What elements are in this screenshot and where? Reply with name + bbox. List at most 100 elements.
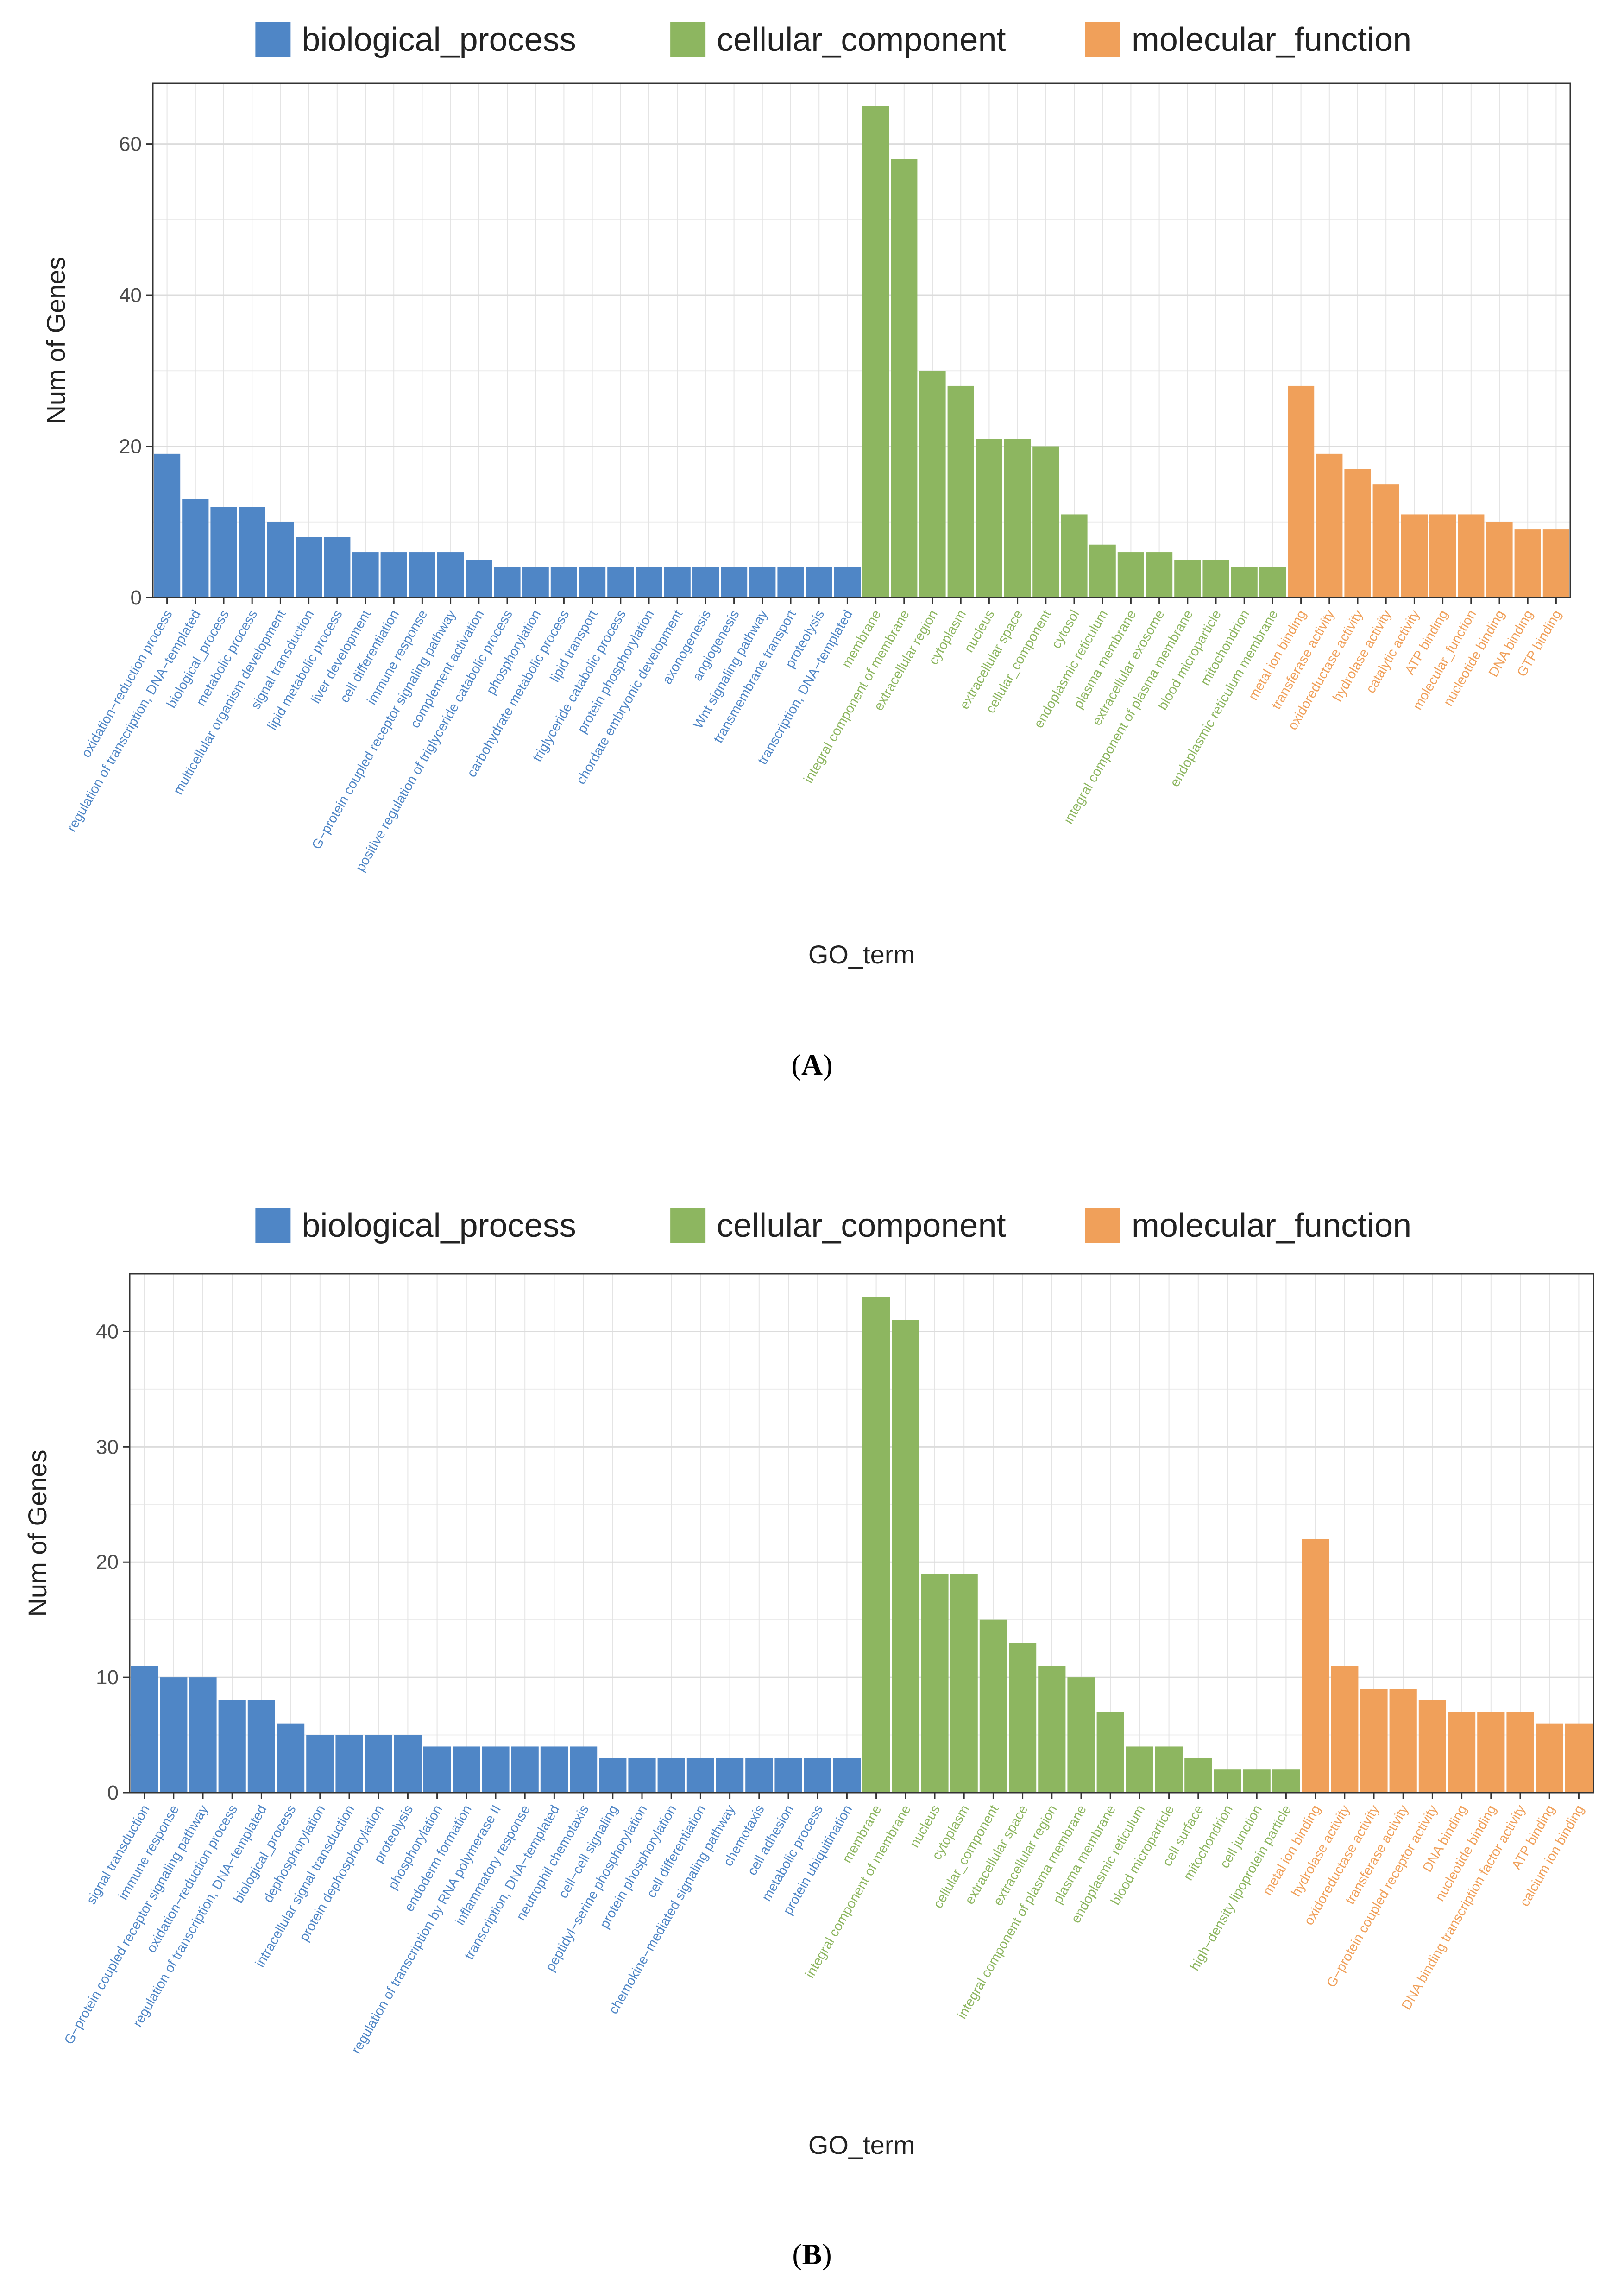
chart-b-bar-protein-phosphorylation — [657, 1758, 685, 1793]
chart-a-bar-chordate-embryonic-development — [664, 567, 691, 598]
chart-b-bar-cell-cell-signaling — [599, 1758, 627, 1793]
chart-a-bar-phosphorylation — [522, 567, 549, 598]
chart-a-y-tick-label: 20 — [119, 435, 142, 458]
chart-b-bar-intracellular-signal-transduction — [335, 1735, 363, 1793]
chart-a-bar-extracellular-exosome — [1146, 552, 1173, 598]
chart-a-x-tick-label-regulation-of-transcription-dna-templated: regulation of transcription, DNA−templat… — [64, 608, 204, 835]
chart-b-bar-hydrolase-activity — [1331, 1666, 1359, 1793]
chart-b-y-tick-label: 30 — [96, 1436, 119, 1458]
chart-a-legend-swatch-biological-process — [255, 22, 291, 57]
chart-a-bar-oxidoreductase-activity — [1344, 469, 1371, 598]
chart-b-bar-cellular-component — [979, 1619, 1007, 1793]
chart-b-legend: biological_process cellular_component mole… — [255, 1207, 1411, 1244]
chart-b-bar-peptidyl-serine-phosphorylation — [628, 1758, 656, 1793]
chart-a-bar-transmembrane-transport — [777, 567, 804, 598]
chart-b-bar-proteolysis — [394, 1735, 422, 1793]
chart-a-bar-mitochondrion — [1231, 567, 1258, 598]
chart-a-bar-axonogenesis — [692, 567, 719, 598]
chart-b-bar-high-density-lipoprotein-particle — [1272, 1769, 1300, 1793]
chart-a-bar-proteolysis — [806, 567, 832, 598]
chart-a-bar-cell-differentiation — [380, 552, 407, 598]
chart-b-x-axis-title: GO_term — [808, 2130, 915, 2160]
chart-a-bar-g-protein-coupled-receptor-signaling-pathway — [437, 552, 464, 598]
chart-a-bar-blood-microparticle — [1202, 560, 1229, 598]
chart-b-bar-membrane — [862, 1297, 890, 1793]
chart-b-plot-border — [129, 1273, 1594, 1794]
chart-b-bar-mitochondrion — [1214, 1769, 1241, 1793]
chart-a-bar-wnt-signaling-pathway — [749, 567, 776, 598]
chart-a-x-axis-title: GO_term — [808, 940, 915, 969]
chart-a-bar-extracellular-space — [1004, 439, 1031, 598]
chart-b-bar-regulation-of-transcription-dna-templated — [247, 1700, 275, 1793]
chart-a-bar-multicellular-organism-development — [267, 522, 294, 598]
chart-a-bar-lipid-transport — [579, 567, 606, 598]
chart-a-bar-metal-ion-binding — [1288, 385, 1315, 598]
chart-b-bar-blood-microparticle — [1155, 1746, 1183, 1793]
chart-b-bar-atp-binding — [1536, 1723, 1563, 1793]
chart-b-bar-dna-binding-transcription-factor-activity — [1506, 1712, 1534, 1793]
chart-a-bar-endoplasmic-reticulum — [1089, 544, 1116, 598]
chart-a-bar-liver-development — [352, 552, 379, 598]
chart-b-legend-label-molecular-function: molecular_function — [1132, 1207, 1411, 1244]
chart-b-legend-swatch-molecular-function — [1085, 1208, 1120, 1243]
chart-b-y-axis-title: Num of Genes — [23, 1449, 52, 1617]
chart-b-bar-protein-ubiquitination — [833, 1758, 861, 1793]
chart-b-bar-cell-differentiation — [686, 1758, 714, 1793]
chart-b-y-tick-label: 20 — [96, 1551, 119, 1574]
chart-b-y-tick-label: 10 — [96, 1666, 119, 1689]
chart-a-bar-transcription-dna-templated — [834, 567, 861, 598]
caption-b: (B) — [792, 2238, 832, 2271]
chart-b-bar-oxidoreductase-activity — [1360, 1689, 1388, 1793]
chart-b-bar-endoplasmic-reticulum — [1126, 1746, 1153, 1793]
chart-b-bar-dna-binding — [1448, 1712, 1476, 1793]
chart-b-bar-calcium-ion-binding — [1565, 1723, 1593, 1793]
chart-a-bar-endoplasmic-reticulum-membrane — [1259, 567, 1286, 598]
chart-a-legend-label-molecular-function: molecular_function — [1132, 21, 1411, 58]
chart-a-bar-oxidation-reduction-process — [154, 453, 181, 598]
chart-a-bar-angiogenesis — [721, 567, 748, 598]
chart-b-bar-cell-adhesion — [774, 1758, 802, 1793]
chart-b-bar-transcription-dna-templated — [540, 1746, 568, 1793]
chart-a-legend: biological_process cellular_component mole… — [255, 21, 1411, 58]
chart-a-bar-transferase-activity — [1316, 453, 1343, 598]
chart-a-bar-dna-binding — [1514, 529, 1541, 598]
chart-b-bar-protein-dephosphorylation — [365, 1735, 392, 1793]
chart-a-bar-carbohydrate-metabolic-process — [550, 567, 577, 598]
chart-b-bar-g-protein-coupled-receptor-activity — [1418, 1700, 1446, 1793]
chart-b-bar-signal-transduction — [131, 1666, 158, 1793]
chart-a-bar-metabolic-process — [239, 507, 265, 598]
chart-a-bar-hydrolase-activity — [1372, 484, 1399, 598]
chart-b-bar-neutrophil-chemotaxis — [570, 1746, 598, 1793]
chart-b-bar-biological-process — [277, 1723, 305, 1793]
chart-a-bar-complement-activation — [466, 560, 492, 598]
chart-a-bar-cellular-component — [1032, 446, 1059, 598]
chart-b-bar-dephosphorylation — [306, 1735, 334, 1793]
chart-b-legend-label-cellular-component: cellular_component — [717, 1207, 1006, 1244]
chart-a-bar-gtp-binding — [1542, 529, 1569, 598]
chart-b-bar-plasma-membrane — [1096, 1712, 1124, 1793]
chart-a-bar-signal-transduction — [296, 537, 322, 598]
chart-a-bar-immune-response — [409, 552, 435, 598]
chart-a-legend-label-cellular-component: cellular_component — [717, 21, 1006, 58]
chart-a-bar-membrane — [862, 106, 889, 598]
chart-a-bar-positive-regulation-of-triglyceride-catabolic-process — [494, 567, 521, 598]
chart-a-legend-swatch-cellular-component — [670, 22, 706, 57]
caption-a-letter: A — [801, 1048, 823, 1081]
chart-b-bar-phosphorylation — [423, 1746, 451, 1793]
chart-a-bar-regulation-of-transcription-dna-templated — [182, 499, 209, 598]
chart-b-bar-extracellular-space — [1009, 1643, 1037, 1793]
caption-a: (A) — [791, 1048, 833, 1081]
chart-a-bar-cytoplasm — [947, 385, 974, 598]
chart-a-bar-biological-process — [210, 507, 237, 598]
chart-a-bar-triglyceride-catabolic-process — [607, 567, 634, 598]
chart-b-bar-transferase-activity — [1389, 1689, 1417, 1793]
chart-a-bar-cytosol — [1061, 514, 1088, 598]
chart-a-legend-swatch-molecular-function — [1085, 22, 1120, 57]
chart-a-bar-catalytic-activity — [1401, 514, 1428, 598]
chart-a-bar-protein-phosphorylation — [636, 567, 662, 598]
chart-b-legend-swatch-cellular-component — [670, 1208, 706, 1243]
chart-a-legend-label-biological-process: biological_process — [302, 21, 576, 58]
